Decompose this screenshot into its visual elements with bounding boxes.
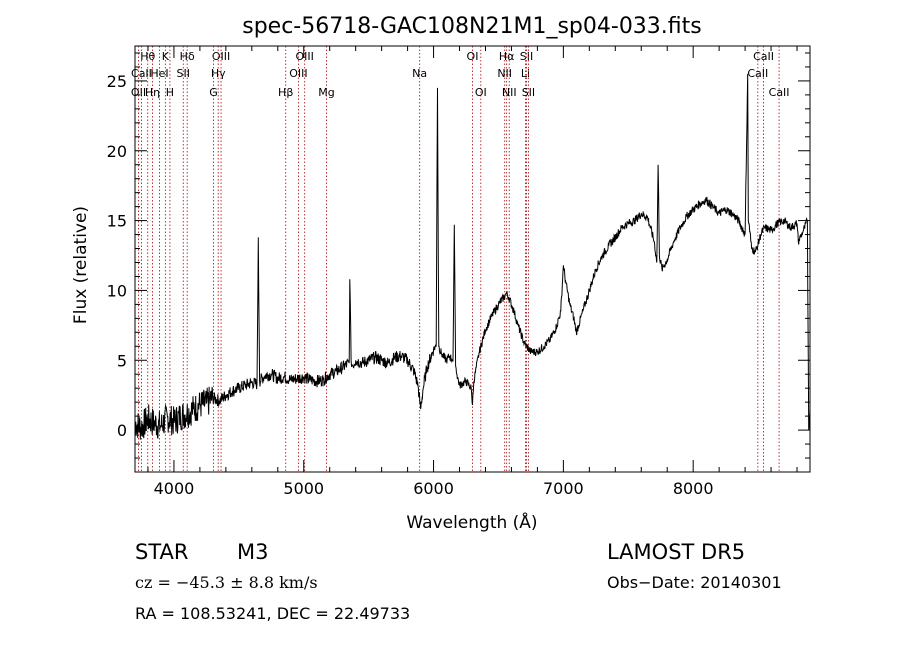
y-tick-label: 10 <box>107 281 127 300</box>
marker-label: Hδ <box>180 50 195 63</box>
emission-line-markers: Hθ CaII OII K HeI Hη H Hδ SII OIII Hγ G OIII OIII Hβ Mg… <box>131 46 790 472</box>
marker-label: OI <box>475 86 487 99</box>
redshift-cz: cz = −45.3 ± 8.8 km/s <box>135 573 318 592</box>
x-tick-label: 6000 <box>413 479 454 498</box>
spectrum-chart: spec-56718-GAC108N21M1_sp04-033.fits Hθ C… <box>71 14 811 533</box>
marker-label: HeI <box>150 67 168 80</box>
spectrum-line <box>134 73 811 440</box>
marker-label: Hη <box>145 86 160 99</box>
marker-label: SII <box>520 50 533 63</box>
marker-label: Na <box>412 67 427 80</box>
y-tick-label: 20 <box>107 142 127 161</box>
object-subclass: M3 <box>237 540 269 564</box>
observation-date: Obs−Date: 20140301 <box>607 573 782 592</box>
marker-label: Hθ <box>140 50 155 63</box>
x-tick-label: 5000 <box>283 479 324 498</box>
marker-label: OI <box>467 50 479 63</box>
marker-label: G <box>209 86 218 99</box>
x-tick-label: 4000 <box>154 479 195 498</box>
marker-label: K <box>162 50 170 63</box>
marker-label: CaII <box>753 50 774 63</box>
marker-label: NII <box>502 86 517 99</box>
marker-label: Hα <box>499 50 515 63</box>
object-type: STAR <box>135 540 189 564</box>
marker-label: OIII <box>295 50 313 63</box>
marker-label: CaII <box>769 86 790 99</box>
y-axis-label: Flux (relative) <box>71 206 91 324</box>
spectrum-line-group <box>134 73 811 440</box>
y-tick-label: 25 <box>107 72 127 91</box>
x-axis-label: Wavelength (Å) <box>406 511 537 533</box>
y-tick-label: 0 <box>117 421 127 440</box>
marker-label: SII <box>522 86 535 99</box>
marker-label: OIII <box>212 50 230 63</box>
marker-label: Hγ <box>211 67 226 80</box>
marker-label: OIII <box>289 67 307 80</box>
y-tick-label: 15 <box>107 212 127 231</box>
x-tick-label: 7000 <box>543 479 584 498</box>
survey-name: LAMOST DR5 <box>607 540 746 564</box>
chart-title: spec-56718-GAC108N21M1_sp04-033.fits <box>242 14 702 39</box>
x-axis: 4000 5000 6000 7000 8000 <box>147 46 798 498</box>
marker-label: NII <box>497 67 512 80</box>
marker-label: Hβ <box>278 86 293 99</box>
marker-label: Li <box>521 67 530 80</box>
marker-label: CaII <box>131 67 152 80</box>
marker-label: Mg <box>318 86 334 99</box>
x-tick-label: 8000 <box>673 479 714 498</box>
plot-border <box>134 45 811 473</box>
coordinates: RA = 108.53241, DEC = 22.49733 <box>135 604 411 623</box>
marker-label: H <box>166 86 174 99</box>
marker-label: CaII <box>747 67 768 80</box>
marker-label: SII <box>177 67 190 80</box>
y-tick-label: 5 <box>117 351 127 370</box>
marker-label: OII <box>131 86 146 99</box>
plot-frame <box>134 45 811 473</box>
y-axis: 0 5 10 15 20 25 <box>107 52 810 459</box>
